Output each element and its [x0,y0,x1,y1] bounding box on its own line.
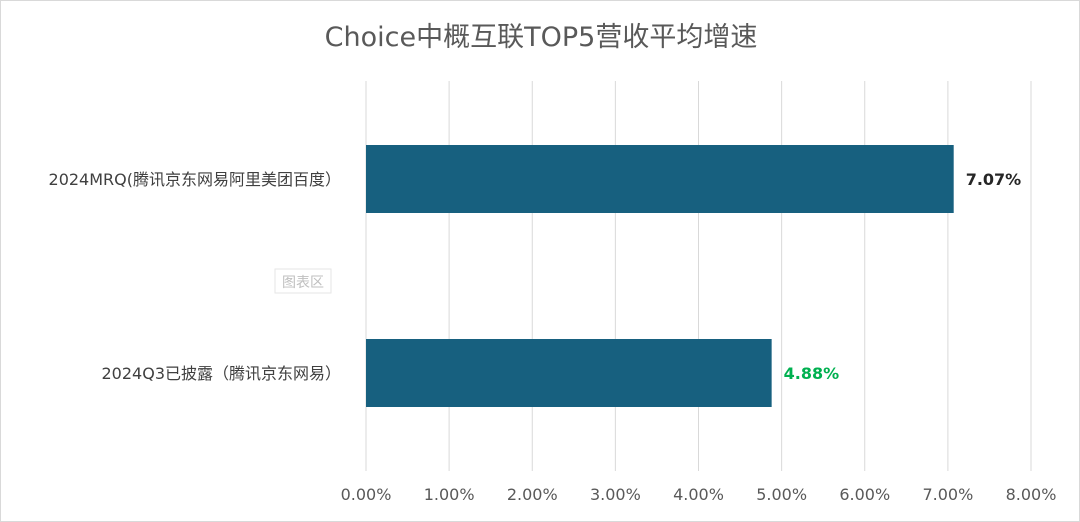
x-tick-label: 3.00% [590,485,641,504]
category-labels: 2024MRQ(腾讯京东网易阿里美团百度） 2024Q3已披露（腾讯京东网易） [49,170,341,383]
gridlines [365,81,1032,471]
x-tick-label: 2.00% [507,485,558,504]
tooltip-text: 图表区 [282,275,324,291]
x-tick-label: 6.00% [839,485,890,504]
chart-area-tooltip: 图表区 [274,268,332,294]
x-tick-label: 5.00% [756,485,807,504]
category-label: 2024Q3已披露（腾讯京东网易） [102,364,342,383]
data-labels: 7.07% 4.88% [784,170,1022,383]
x-axis-tick-labels: 0.00% 1.00% 2.00% 3.00% 4.00% 5.00% 6.00% 7.00%… [341,485,1057,504]
chart-title: Choice中概互联TOP5营收平均增速 [325,22,758,53]
x-tick-label: 7.00% [922,485,973,504]
x-tick-label: 1.00% [424,485,475,504]
bar [366,339,772,407]
x-tick-label: 0.00% [341,485,392,504]
x-tick-label: 4.00% [673,485,724,504]
data-label: 4.88% [784,364,840,383]
category-label: 2024MRQ(腾讯京东网易阿里美团百度） [49,170,341,189]
data-label: 7.07% [966,170,1022,189]
bar [366,145,954,213]
bars [366,145,954,407]
tooltip-box [274,268,332,294]
x-tick-label: 8.00% [1006,485,1057,504]
